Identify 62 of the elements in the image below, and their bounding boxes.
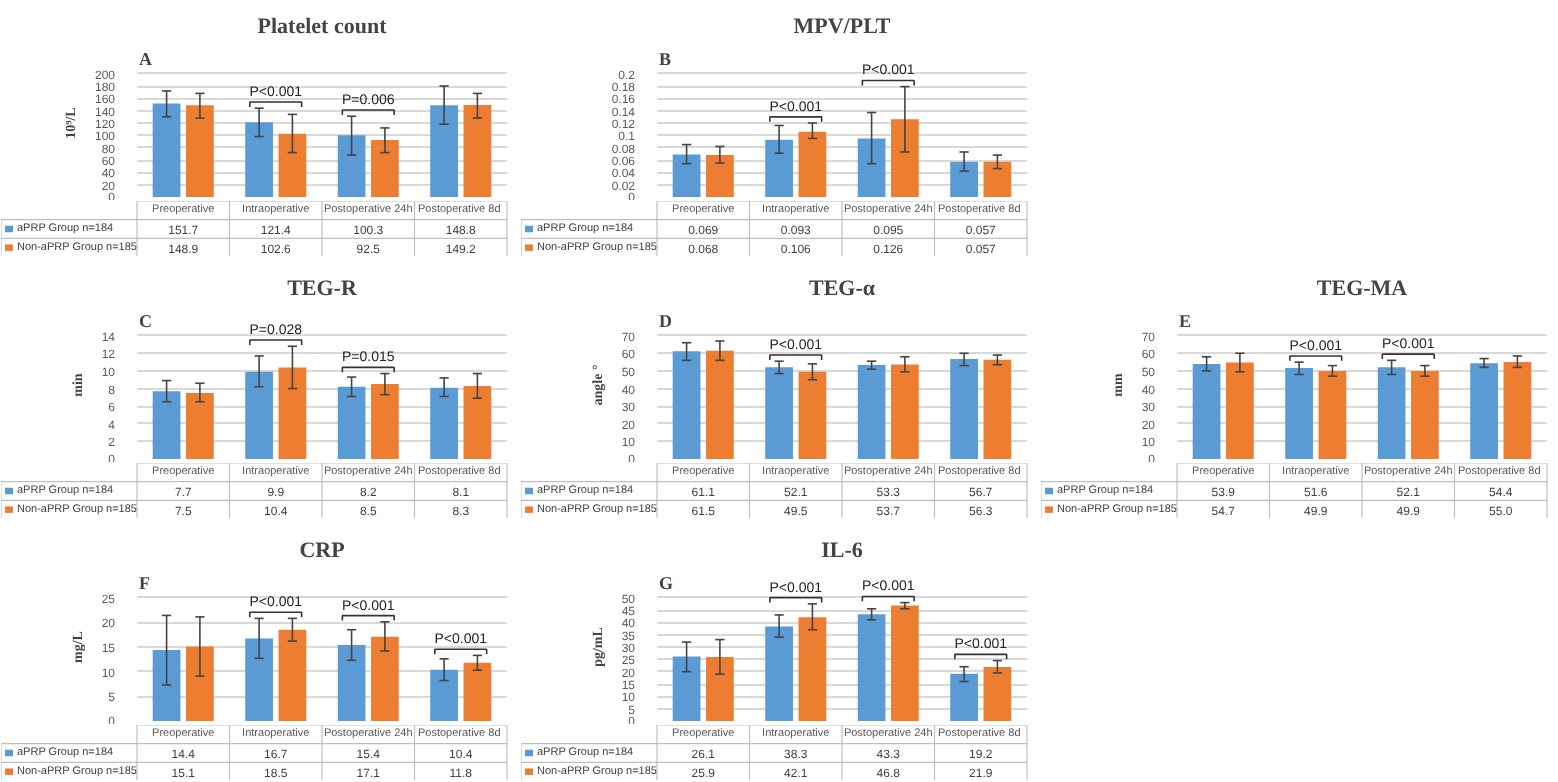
bar bbox=[983, 666, 1012, 721]
bar bbox=[765, 367, 793, 459]
text: A bbox=[139, 49, 153, 69]
bar bbox=[765, 139, 793, 197]
bar bbox=[245, 122, 273, 197]
bar bbox=[278, 133, 307, 197]
chart-title: TEG-MA bbox=[1316, 277, 1408, 301]
bar bbox=[765, 626, 793, 721]
text: B bbox=[659, 49, 672, 69]
text: F bbox=[139, 573, 151, 593]
bar bbox=[186, 392, 214, 459]
bar bbox=[371, 636, 399, 721]
bar bbox=[706, 350, 734, 459]
bar bbox=[798, 131, 827, 197]
bar bbox=[337, 386, 366, 459]
bar bbox=[857, 614, 886, 721]
text: D bbox=[659, 311, 673, 331]
chart-title: TEG-α bbox=[808, 277, 877, 301]
bar bbox=[983, 359, 1012, 459]
chart-title: CRP bbox=[299, 539, 346, 563]
bar bbox=[798, 617, 827, 721]
bar bbox=[245, 371, 273, 459]
bar bbox=[278, 367, 307, 459]
bar bbox=[857, 138, 886, 197]
bar bbox=[983, 161, 1012, 197]
bar bbox=[186, 646, 214, 721]
bar bbox=[950, 161, 978, 197]
bar bbox=[152, 649, 181, 721]
chart-title: IL-6 bbox=[821, 539, 864, 563]
bar bbox=[245, 638, 273, 721]
bar bbox=[798, 371, 827, 459]
chart-title: TEG-R bbox=[287, 277, 359, 301]
bar bbox=[672, 351, 701, 459]
bar bbox=[891, 364, 919, 459]
bar bbox=[463, 385, 492, 459]
bar bbox=[430, 669, 458, 721]
bar bbox=[463, 104, 492, 197]
bar bbox=[463, 662, 492, 721]
chart-title: MPV/PLT bbox=[793, 15, 892, 39]
bar bbox=[371, 384, 399, 459]
text: C bbox=[139, 311, 152, 331]
bar bbox=[152, 103, 181, 197]
bar bbox=[337, 645, 366, 721]
bar bbox=[186, 105, 214, 197]
bar bbox=[891, 605, 919, 721]
text: E bbox=[1179, 311, 1192, 331]
text: G bbox=[659, 573, 674, 593]
bar bbox=[706, 657, 734, 721]
bar bbox=[891, 119, 919, 197]
bar bbox=[950, 673, 978, 721]
bar bbox=[672, 154, 701, 197]
chart-title: Platelet count bbox=[257, 15, 388, 39]
bar bbox=[152, 391, 181, 459]
bar bbox=[278, 629, 307, 721]
bar bbox=[430, 387, 458, 459]
bar bbox=[371, 139, 399, 197]
bar bbox=[672, 656, 701, 721]
bar bbox=[950, 359, 978, 459]
bar bbox=[430, 105, 458, 197]
bar bbox=[706, 155, 734, 197]
bar bbox=[337, 135, 366, 197]
bar bbox=[857, 365, 886, 459]
